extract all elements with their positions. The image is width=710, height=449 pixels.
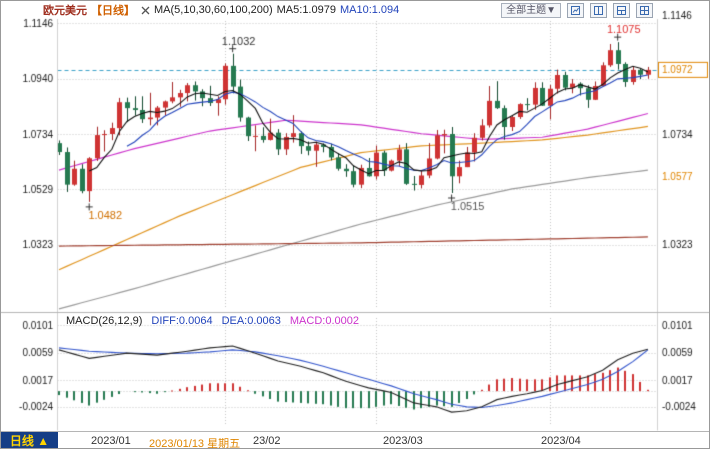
macd-dea-value: DEA:0.0063	[221, 315, 281, 327]
ma5-value: MA5:1.0979	[276, 4, 336, 16]
date-axis: 2023/01 2023/01/13 星期五 23/02 2023/03 2023/04	[1, 432, 709, 449]
ma-settings-icon[interactable]	[141, 6, 150, 15]
layout-three-charts-icon[interactable]	[613, 2, 630, 18]
macd-hist-value: MACD:0.0002	[289, 315, 359, 327]
ma-params-label: MA(5,10,30,60,100,200)	[154, 4, 273, 16]
toolbar: 欧元美元 【日线】 MA(5,10,30,60,100,200) MA5:1.0…	[1, 1, 709, 19]
date-label: 2023/01/13 星期五	[149, 438, 241, 449]
symbol-title: 欧元美元	[43, 5, 87, 17]
date-label: 2023/01	[91, 435, 131, 447]
macd-params-label: MACD(26,12,9)	[66, 315, 143, 327]
date-label: 23/02	[253, 435, 281, 447]
macd-diff-value: DIFF:0.0064	[151, 315, 213, 327]
time-axis-bar: 2023/01 2023/01/13 星期五 23/02 2023/03 2023/04…	[1, 431, 709, 449]
period-selector-button[interactable]: 日线 ▲	[1, 432, 58, 448]
date-label: 2023/03	[383, 435, 423, 447]
theme-dropdown-button[interactable]: 全部主题▼	[501, 2, 561, 18]
period-tag: 【日线】	[91, 5, 135, 17]
ma10-value: MA10:1.094	[339, 4, 400, 16]
layout-single-chart-icon[interactable]	[567, 2, 584, 18]
layout-four-charts-icon[interactable]	[636, 2, 653, 18]
macd-indicator-header: MACD(26,12,9) DIFF:0.0064 DEA:0.0063 MAC…	[66, 315, 359, 328]
date-label: 2023/04	[541, 435, 581, 447]
layout-two-charts-icon[interactable]	[590, 2, 607, 18]
